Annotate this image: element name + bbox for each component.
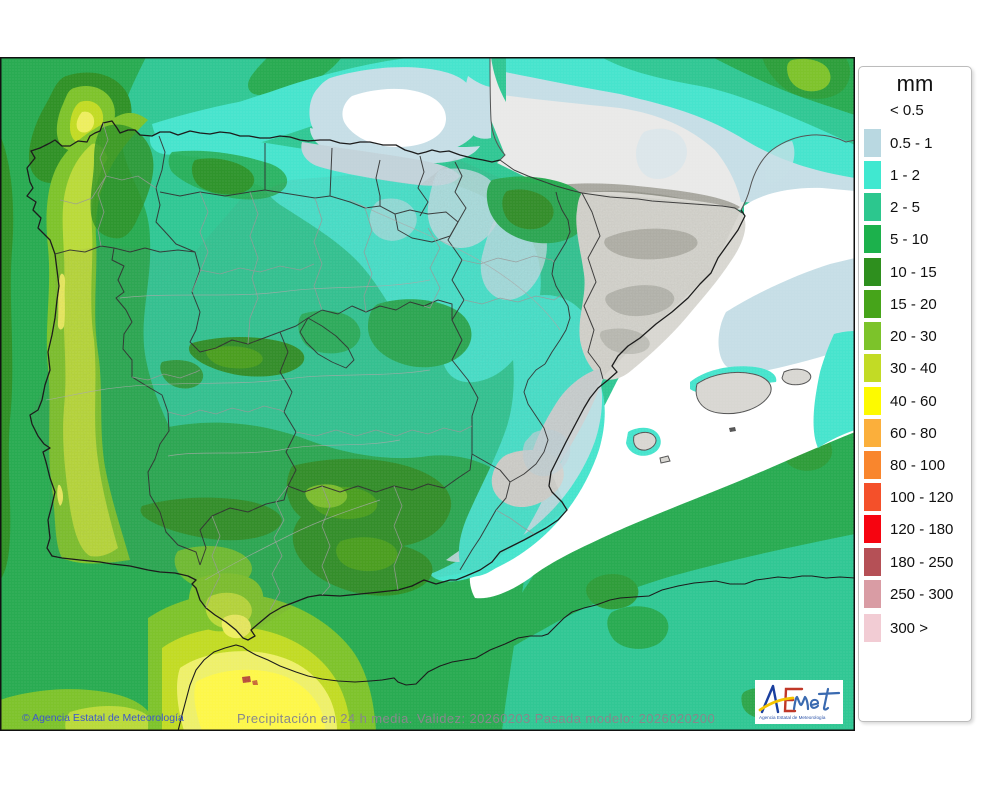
svg-text:Agencia Estatal de Meteorologí: Agencia Estatal de Meteorología — [759, 715, 826, 720]
